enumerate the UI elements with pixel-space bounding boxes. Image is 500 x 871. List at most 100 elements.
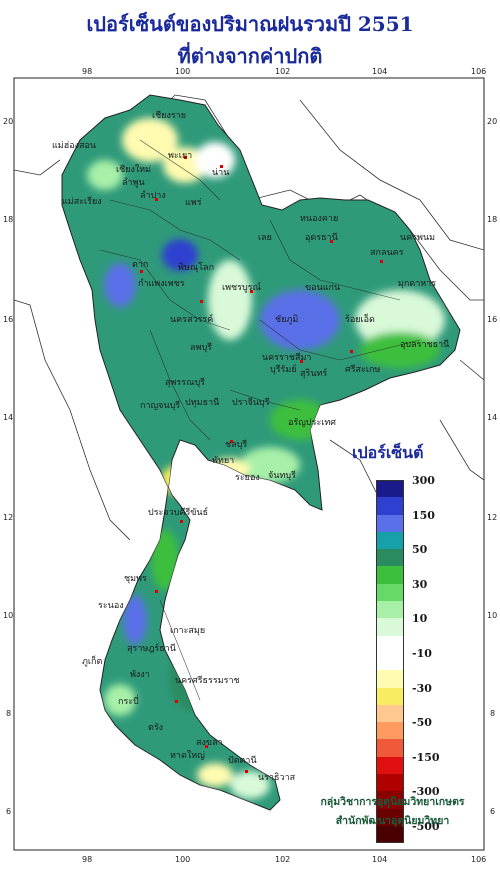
legend-label: -300 xyxy=(412,785,440,799)
legend-swatch xyxy=(376,652,404,671)
tick-label: 106 xyxy=(471,67,486,76)
province-label: กำแพงเพชร xyxy=(138,278,185,289)
province-label: ปัตตานี xyxy=(228,755,257,766)
province-label: ตาก xyxy=(132,260,148,270)
province-label: จันทบุรี xyxy=(268,470,296,481)
tick-label: 16 xyxy=(487,315,497,324)
province-label: ชลบุรี xyxy=(225,439,247,450)
province-label: อุดรธานี xyxy=(305,232,338,243)
legend-swatch xyxy=(376,808,404,826)
tick-label: 102 xyxy=(275,67,290,76)
province-label: ลำปาง xyxy=(140,190,166,201)
legend-swatch xyxy=(376,722,404,740)
province-label: เพชรบูรณ์ xyxy=(222,281,261,293)
top-longitude-ticks: 98 100 102 104 106 xyxy=(82,67,486,76)
station-markers xyxy=(140,156,383,773)
tick-label: 104 xyxy=(372,855,387,864)
province-labels: เชียงราย แม่ฮ่องสอน เชียงใหม่ พะเยา ลำพู… xyxy=(52,110,449,783)
tick-label: 104 xyxy=(372,67,387,76)
legend-swatch xyxy=(376,566,404,584)
legend-label: -10 xyxy=(412,646,432,660)
tick-label: 20 xyxy=(3,117,13,126)
left-latitude-ticks: 20 18 16 14 12 10 8 6 xyxy=(3,117,13,816)
tick-label: 6 xyxy=(6,807,11,816)
province-label: ปราจีนบุรี xyxy=(232,397,270,408)
legend-swatch xyxy=(376,825,404,844)
province-label: น่าน xyxy=(212,168,229,178)
tick-label: 18 xyxy=(3,215,13,224)
legend-swatch xyxy=(376,756,404,775)
province-label: นครราชสีมา xyxy=(262,352,311,363)
province-label: แม่สะเรียง xyxy=(62,196,102,207)
tick-label: 106 xyxy=(471,855,486,864)
legend-swatch xyxy=(376,497,404,515)
tick-label: 14 xyxy=(3,413,13,422)
legend-label: 10 xyxy=(412,612,428,626)
province-label: เลย xyxy=(258,233,272,243)
province-label: ระนอง xyxy=(98,601,124,611)
legend-label: 30 xyxy=(412,577,428,591)
tick-label: 12 xyxy=(3,513,13,522)
province-label: มุกดาหาร xyxy=(398,279,436,289)
tick-label: 98 xyxy=(82,67,92,76)
province-label: แม่ฮ่องสอน xyxy=(52,141,96,151)
legend-swatch xyxy=(376,601,404,619)
tick-label: 18 xyxy=(487,215,497,224)
map-title-line2: ที่ต่างจากค่าปกติ xyxy=(177,44,323,68)
tick-label: 10 xyxy=(487,611,497,620)
tick-label: 12 xyxy=(487,513,497,522)
map-title-line1: เปอร์เซ็นต์ของปริมาณฝนรวมปี 2551 xyxy=(86,12,414,36)
province-label: เกาะสมุย xyxy=(170,626,205,636)
province-label: ขอนแก่น xyxy=(305,283,340,293)
province-label: พัทยา xyxy=(212,456,234,466)
tick-label: 8 xyxy=(6,709,11,718)
legend-swatch xyxy=(376,480,404,498)
legend-label: 50 xyxy=(412,543,428,557)
province-label: พิษณุโลก xyxy=(178,262,214,273)
legend-swatch xyxy=(376,774,404,792)
province-label: ตรัง xyxy=(148,723,163,733)
tick-label: 102 xyxy=(275,855,290,864)
province-label: ปทุมธานี xyxy=(185,397,219,408)
province-label: สุราษฎร์ธานี xyxy=(127,642,176,654)
province-label: ระยอง xyxy=(235,473,260,483)
legend-swatch xyxy=(376,687,404,705)
legend-swatch xyxy=(376,791,404,809)
province-label: ลพบุรี xyxy=(190,342,212,353)
legend-swatch xyxy=(376,549,404,567)
province-label: อุบลราชธานี xyxy=(400,339,449,350)
province-label: นครสวรรค์ xyxy=(170,313,213,325)
legend-swatch xyxy=(376,635,404,653)
tick-label: 10 xyxy=(3,611,13,620)
tick-label: 100 xyxy=(175,855,190,864)
province-borders xyxy=(99,139,421,701)
province-label: กาญจนบุรี xyxy=(140,400,180,411)
tick-label: 8 xyxy=(490,709,495,718)
legend-swatch xyxy=(376,739,404,757)
province-label: อรัญประเทศ xyxy=(288,418,336,428)
legend-label: -50 xyxy=(412,716,432,730)
province-label: ลำพูน xyxy=(122,177,145,188)
province-label: นครพนม xyxy=(400,233,435,243)
province-label: กระบี่ xyxy=(118,694,139,707)
legend-label: -150 xyxy=(412,750,440,764)
province-label: สุพรรณบุรี xyxy=(165,377,205,388)
right-latitude-ticks: 20 18 16 14 12 10 8 6 xyxy=(487,117,497,816)
province-label: เชียงราย xyxy=(152,110,186,121)
legend-swatch xyxy=(376,531,404,550)
province-label: สกลนคร xyxy=(370,248,404,258)
legend-label: -500 xyxy=(412,819,440,833)
province-label: เชียงใหม่ xyxy=(116,164,151,175)
province-label: สุรินทร์ xyxy=(300,367,327,379)
tick-label: 100 xyxy=(175,67,190,76)
legend-label: -30 xyxy=(412,681,432,695)
credit-line2: สำนักพัฒนาอุตุนิยมวิทยา xyxy=(335,815,450,827)
province-label: หาดใหญ่ xyxy=(170,750,205,761)
province-label: สงขลา xyxy=(196,738,223,748)
legend-label: 300 xyxy=(412,474,435,487)
province-label: นครศรีธรรมราช xyxy=(175,675,240,686)
legend-swatch xyxy=(376,583,404,602)
legend-swatch xyxy=(376,514,404,532)
tick-label: 20 xyxy=(487,117,497,126)
